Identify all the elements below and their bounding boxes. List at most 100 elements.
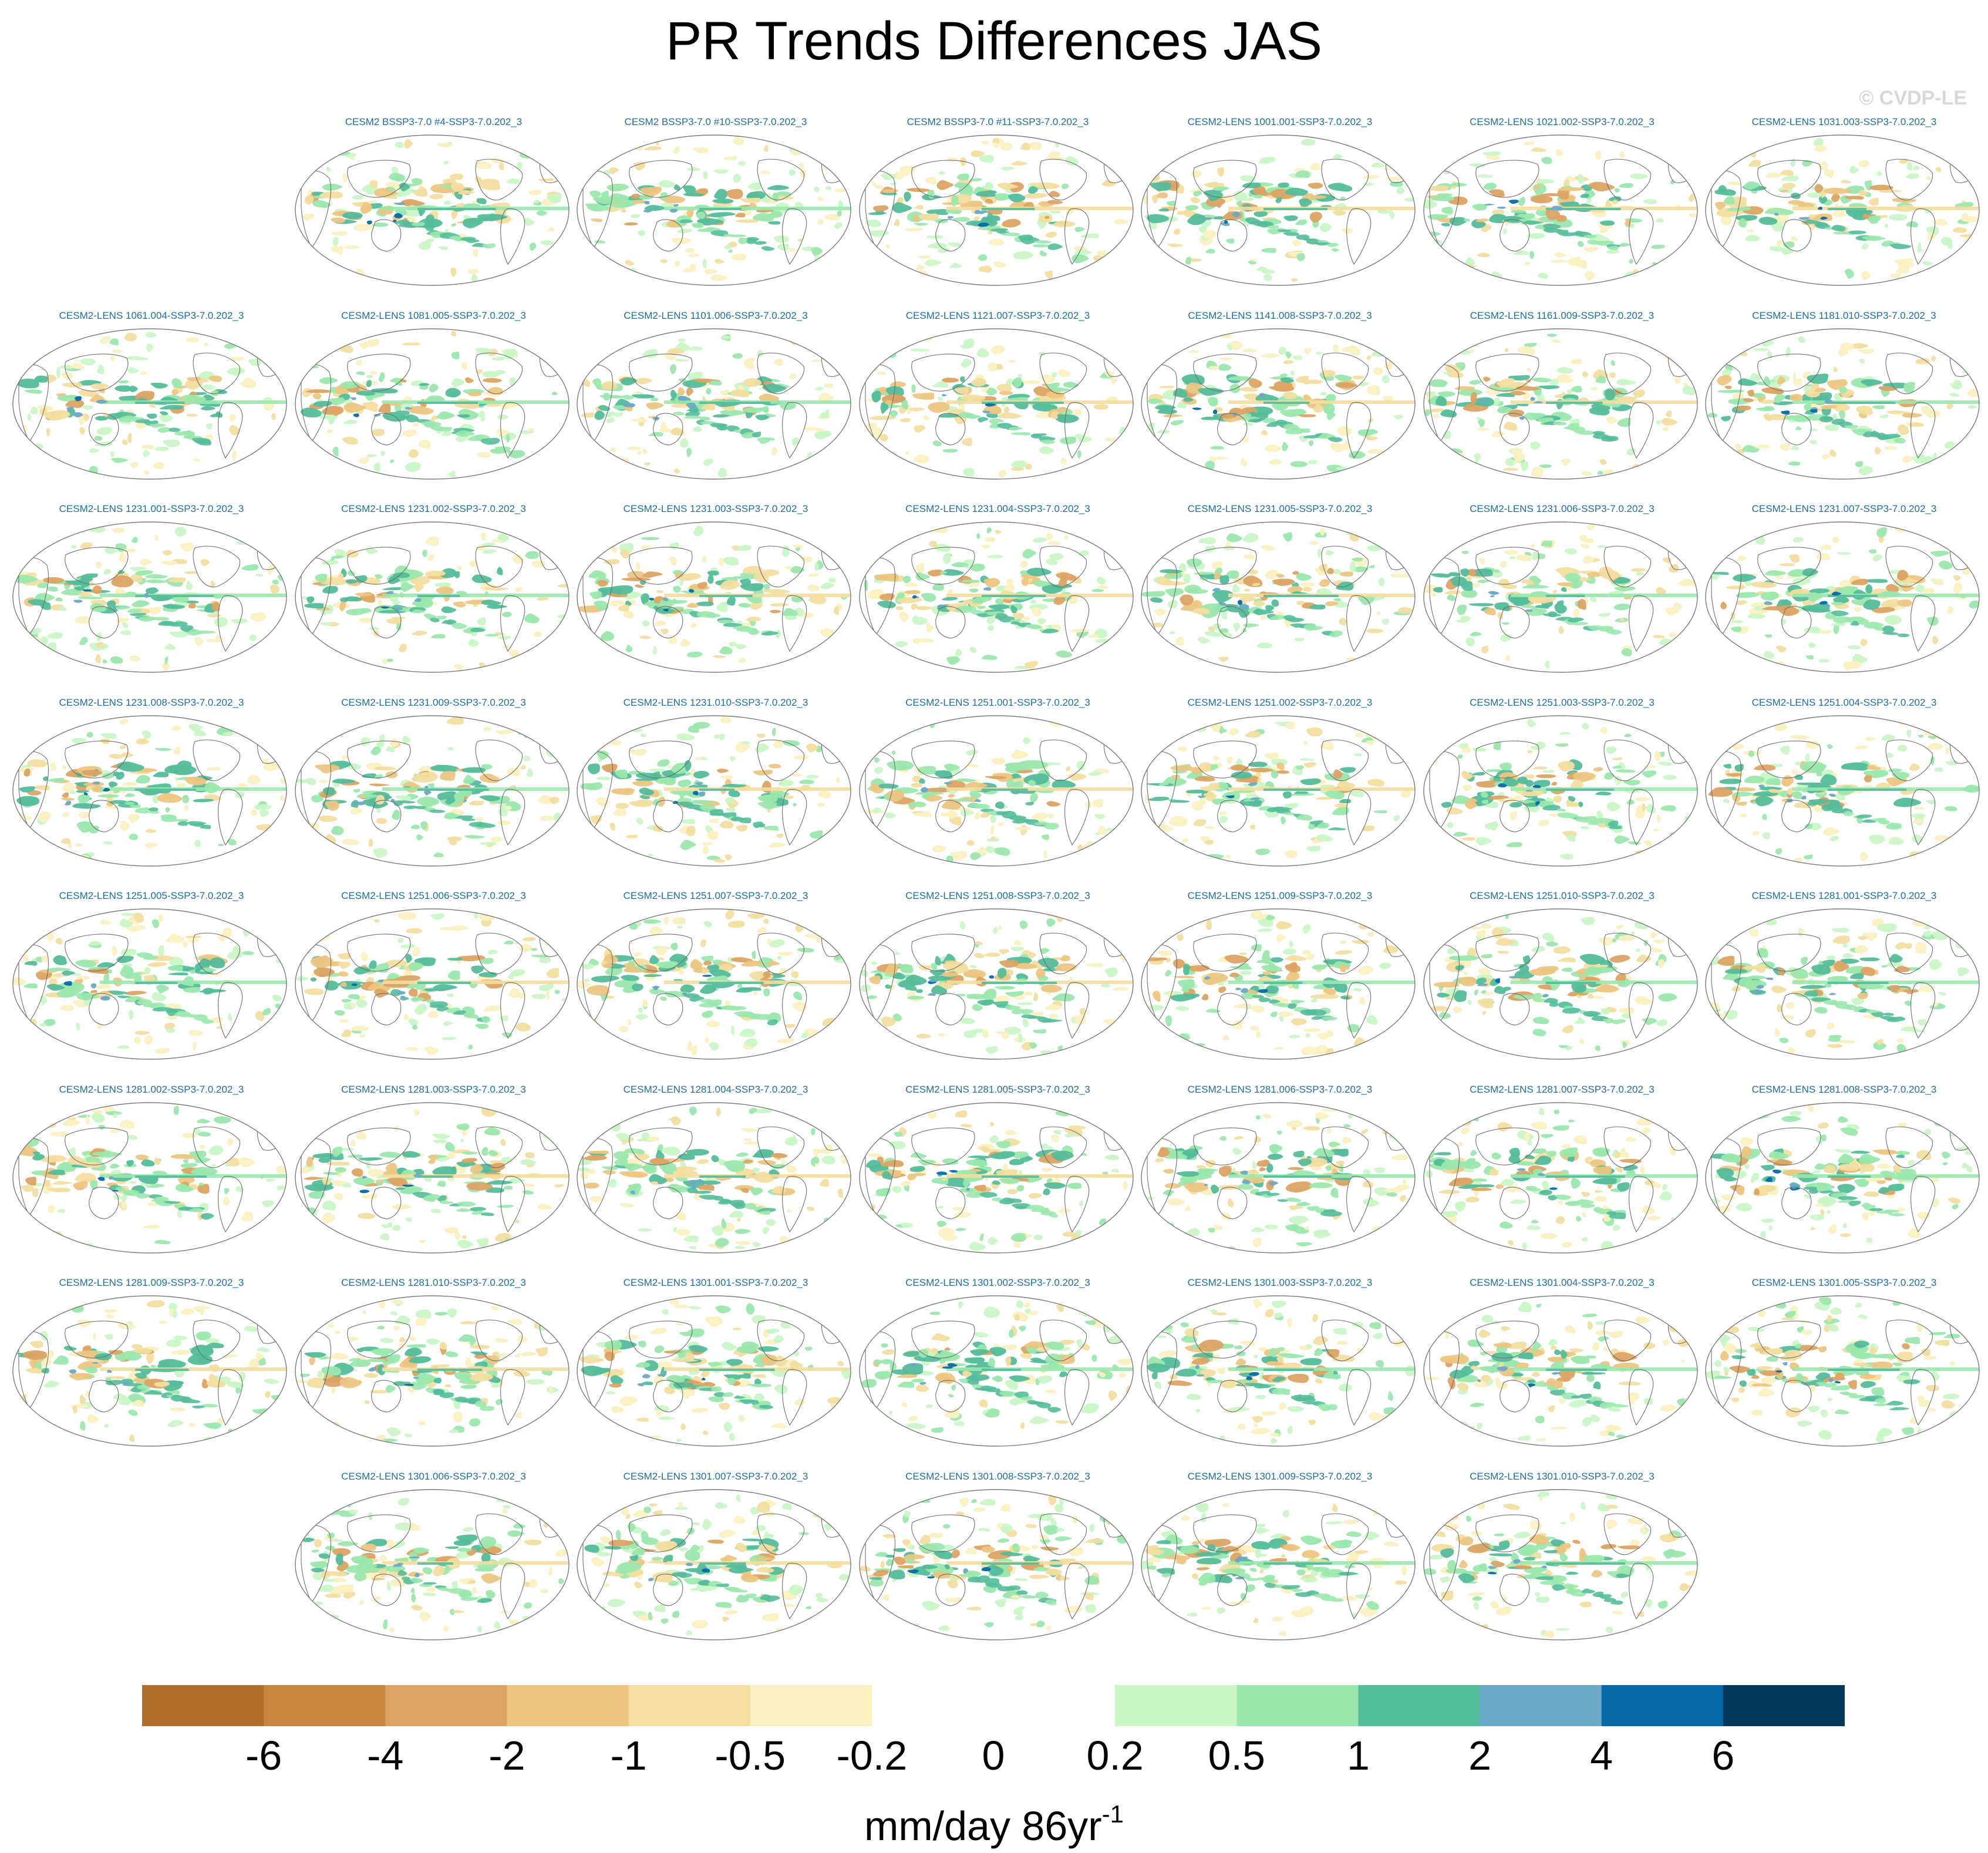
map-globe [1141,134,1416,286]
watermark: © CVDP-LE [1859,87,1967,109]
map-globe [858,328,1134,480]
map-globe [1423,1101,1698,1254]
colorbar-segment [1115,1685,1237,1726]
panel-label: CESM2-LENS 1231.002-SSP3-7.0.202_3 [341,503,526,514]
map-globe [1423,521,1698,673]
map-globe [294,1295,570,1447]
map-globe [294,1101,570,1254]
map-globe [858,521,1134,673]
panel-label: CESM2-LENS 1231.001-SSP3-7.0.202_3 [59,503,244,514]
map-globe [577,521,851,673]
map-globe [294,521,570,673]
map-globe [1141,1101,1416,1254]
colorbar-segment [142,1685,264,1726]
map-panel: CESM2 BSSP3-7.0 #10-SSP3-7.0.202_3 [576,116,855,316]
units-base: mm/day 86yr [864,1803,1102,1849]
map-panel: CESM2-LENS 1231.010-SSP3-7.0.202_3 [576,697,855,897]
map-panel: CESM2-LENS 1251.006-SSP3-7.0.202_3 [294,890,574,1090]
panel-label: CESM2-LENS 1281.007-SSP3-7.0.202_3 [1470,1083,1655,1095]
map-panel: CESM2-LENS 1231.008-SSP3-7.0.202_3 [12,697,291,897]
map-panel: CESM2-LENS 1231.004-SSP3-7.0.202_3 [858,503,1138,703]
panel-label: CESM2-LENS 1251.004-SSP3-7.0.202_3 [1751,696,1937,708]
colorbar-tick-label: 2 [1468,1733,1492,1778]
map-panel: CESM2-LENS 1301.001-SSP3-7.0.202_3 [576,1277,855,1477]
map-globe [858,715,1134,867]
map-panel: CESM2-LENS 1281.010-SSP3-7.0.202_3 [294,1277,574,1477]
colorbar-segment [1723,1685,1845,1726]
map-globe [858,1101,1134,1254]
panel-label: CESM2-LENS 1231.008-SSP3-7.0.202_3 [59,696,244,708]
panel-label: CESM2-LENS 1281.009-SSP3-7.0.202_3 [59,1277,244,1288]
panel-label: CESM2-LENS 1301.010-SSP3-7.0.202_3 [1470,1470,1655,1482]
panel-label: CESM2-LENS 1121.007-SSP3-7.0.202_3 [905,309,1090,321]
map-panel: CESM2-LENS 1081.005-SSP3-7.0.202_3 [294,310,574,510]
colorbar-tick-label: -2 [488,1733,525,1778]
panel-label: CESM2-LENS 1231.010-SSP3-7.0.202_3 [623,696,808,708]
panel-label: CESM2-LENS 1141.008-SSP3-7.0.202_3 [1188,309,1372,321]
panel-label: CESM2-LENS 1251.006-SSP3-7.0.202_3 [341,890,526,901]
panel-label: CESM2-LENS 1281.005-SSP3-7.0.202_3 [905,1083,1090,1095]
panel-label: CESM2-LENS 1161.009-SSP3-7.0.202_3 [1470,309,1655,321]
map-panel: CESM2-LENS 1231.003-SSP3-7.0.202_3 [576,503,855,703]
panel-label: CESM2-LENS 1101.006-SSP3-7.0.202_3 [624,309,808,321]
colorbar-segment [1601,1685,1724,1726]
map-globe [1705,908,1980,1060]
colorbar-tick-label: -0.5 [715,1733,786,1778]
map-panel: CESM2-LENS 1281.006-SSP3-7.0.202_3 [1140,1084,1420,1283]
map-globe [577,1295,851,1447]
panel-label: CESM2 BSSP3-7.0 #11-SSP3-7.0.202_3 [907,116,1089,127]
panel-label: CESM2-LENS 1181.010-SSP3-7.0.202_3 [1752,309,1936,321]
map-globe [858,134,1134,286]
panel-label: CESM2-LENS 1301.007-SSP3-7.0.202_3 [623,1470,808,1482]
panel-label: CESM2-LENS 1231.007-SSP3-7.0.202_3 [1751,503,1937,514]
page-title: PR Trends Differences JAS [665,11,1323,71]
panel-label: CESM2-LENS 1021.002-SSP3-7.0.202_3 [1470,116,1655,127]
map-globe [12,1101,287,1254]
colorbar-segment [507,1685,629,1726]
map-globe [12,908,287,1060]
colorbar-tick-label: -4 [367,1733,404,1778]
map-globe [1141,521,1416,673]
map-panel: CESM2-LENS 1251.007-SSP3-7.0.202_3 [576,890,855,1090]
colorbar-tick-label: -1 [610,1733,647,1778]
map-globe [577,328,851,480]
colorbar-segment [385,1685,507,1726]
map-panel: CESM2 BSSP3-7.0 #4-SSP3-7.0.202_3 [294,116,574,316]
panel-label: CESM2-LENS 1251.002-SSP3-7.0.202_3 [1187,696,1373,708]
map-globe [294,715,570,867]
panel-label: CESM2-LENS 1231.006-SSP3-7.0.202_3 [1470,503,1655,514]
map-globe [1141,908,1416,1060]
map-panel: CESM2-LENS 1251.002-SSP3-7.0.202_3 [1140,697,1420,897]
panel-label: CESM2-LENS 1251.005-SSP3-7.0.202_3 [59,890,244,901]
map-panel: CESM2-LENS 1101.006-SSP3-7.0.202_3 [576,310,855,510]
map-globe [1705,1101,1980,1254]
map-panel: CESM2-LENS 1281.005-SSP3-7.0.202_3 [858,1084,1138,1283]
map-globe [858,1488,1134,1640]
map-panel: CESM2-LENS 1301.004-SSP3-7.0.202_3 [1423,1277,1702,1477]
colorbar-tick-label: 4 [1590,1733,1613,1778]
map-panel: CESM2-LENS 1181.010-SSP3-7.0.202_3 [1704,310,1984,510]
panel-label: CESM2-LENS 1281.006-SSP3-7.0.202_3 [1187,1083,1373,1095]
map-globe [1705,1295,1980,1447]
panel-label: CESM2-LENS 1251.003-SSP3-7.0.202_3 [1470,696,1655,708]
panel-label: CESM2-LENS 1301.004-SSP3-7.0.202_3 [1470,1277,1655,1288]
colorbar-segment [871,1685,994,1726]
colorbar-tick-label: 6 [1711,1733,1735,1778]
panel-label: CESM2-LENS 1251.007-SSP3-7.0.202_3 [623,890,808,901]
map-panel: CESM2-LENS 1021.002-SSP3-7.0.202_3 [1423,116,1702,316]
map-globe [577,1488,851,1640]
map-globe [1423,328,1698,480]
panel-label: CESM2-LENS 1301.008-SSP3-7.0.202_3 [905,1470,1090,1482]
map-panel: CESM2-LENS 1301.003-SSP3-7.0.202_3 [1140,1277,1420,1477]
map-globe [294,328,570,480]
panel-label: CESM2-LENS 1281.001-SSP3-7.0.202_3 [1751,890,1937,901]
map-panel: CESM2-LENS 1001.001-SSP3-7.0.202_3 [1140,116,1420,316]
map-globe [1141,1488,1416,1640]
colorbar [142,1685,1845,1726]
map-globe [858,908,1134,1060]
map-panel: CESM2-LENS 1301.002-SSP3-7.0.202_3 [858,1277,1138,1477]
map-panel: CESM2-LENS 1281.007-SSP3-7.0.202_3 [1423,1084,1702,1283]
map-panel: CESM2-LENS 1281.008-SSP3-7.0.202_3 [1704,1084,1984,1283]
map-panel: CESM2-LENS 1141.008-SSP3-7.0.202_3 [1140,310,1420,510]
map-globe [294,908,570,1060]
